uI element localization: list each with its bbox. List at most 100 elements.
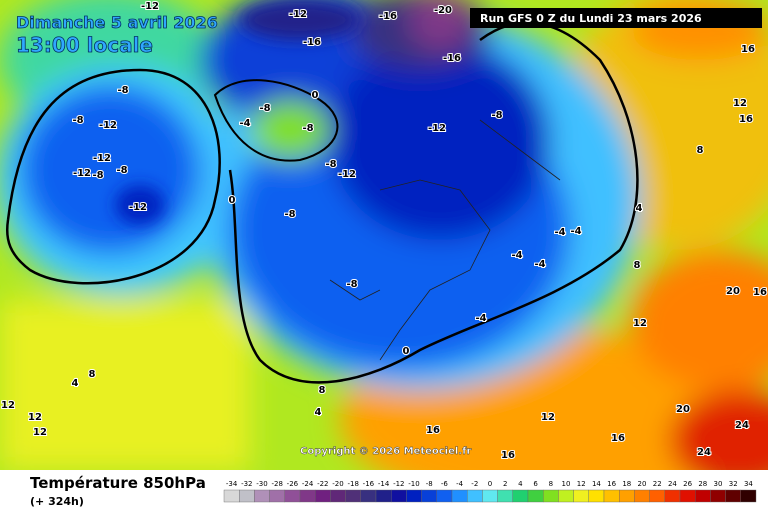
colorbar-swatch	[360, 489, 377, 503]
colorbar-tick-label: -22	[317, 480, 328, 488]
copyright: Copyright © 2026 Meteociel.fr	[300, 446, 471, 457]
colorbar-tick-label: -12	[393, 480, 404, 488]
colorbar-tick-label: 20	[638, 480, 647, 488]
colorbar-tick-label: -18	[347, 480, 358, 488]
contour-label: 12	[28, 412, 42, 423]
contour-label: 20	[726, 286, 740, 297]
contour-label: -12	[289, 9, 307, 20]
contour-label: 24	[735, 420, 749, 431]
contour-label: 12	[33, 427, 47, 438]
colorbar-tick-label: 26	[683, 480, 692, 488]
contour-label: -8	[72, 115, 83, 126]
contour-label: -4	[475, 313, 486, 324]
contour-label: 4	[72, 378, 79, 389]
legend-subtitle: (+ 324h)	[30, 495, 84, 508]
colorbar-tick-label: -24	[302, 480, 314, 488]
colorbar-swatch	[436, 489, 453, 503]
colorbar-swatch	[375, 489, 392, 503]
colorbar-tick-label: 28	[698, 480, 707, 488]
contour-label: -4	[511, 250, 522, 261]
colorbar-tick-label: -30	[256, 480, 267, 488]
contour-label: 12	[733, 98, 747, 109]
contour-label: -12	[428, 123, 446, 134]
colorbar-swatch	[421, 489, 438, 503]
contour-label: -8	[116, 165, 127, 176]
colorbar-tick-label: -6	[441, 480, 449, 488]
contour-label: 8	[634, 260, 641, 271]
colorbar-tick-label: -26	[287, 480, 299, 488]
contour-label: 0	[403, 346, 410, 357]
colorbar-tick-label: 18	[622, 480, 631, 488]
colorbar-swatch	[573, 489, 589, 503]
colorbar-swatch	[664, 489, 681, 503]
run-box	[470, 8, 762, 28]
colorbar-tick-label: 24	[668, 480, 677, 488]
colorbar-tick-label: 34	[744, 480, 753, 488]
contour-label: -20	[434, 5, 452, 16]
contour-label: 8	[319, 385, 326, 396]
colorbar-swatch	[527, 489, 544, 503]
coastline	[329, 119, 561, 361]
run-info: Run GFS 0 Z du Lundi 23 mars 2026	[480, 12, 702, 25]
contour-label: -8	[325, 159, 336, 170]
colorbar-swatch	[406, 489, 422, 503]
colorbar-tick-label: 4	[518, 480, 523, 488]
contour-label: 16	[426, 425, 440, 436]
colorbar-tick-label: -32	[241, 480, 252, 488]
zero-isotherm	[6, 68, 221, 285]
colorbar-swatch	[330, 489, 346, 503]
colorbar-swatch	[284, 489, 301, 503]
colorbar-swatch	[391, 489, 407, 503]
contour-label: 16	[501, 450, 515, 461]
contour-label: 12	[1, 400, 15, 411]
contour-label: -12	[73, 168, 91, 179]
colorbar-swatch	[619, 489, 635, 503]
contour-label: -12	[99, 120, 117, 131]
colorbar-swatch	[603, 489, 620, 503]
contour-label: -12	[141, 1, 159, 12]
colorbar: -34 -32 -30 -28 -26 -24 -22 -20 -18 -16 -14 -12 -10-…	[223, 480, 757, 503]
contour-label: 0	[312, 90, 319, 101]
colorbar-tick-label: 30	[714, 480, 723, 488]
contour-label: -4	[239, 118, 250, 129]
colorbar-swatch	[558, 489, 574, 503]
contour-label: -12	[93, 153, 111, 164]
contour-label: 20	[676, 404, 690, 415]
colorbar-swatch	[740, 489, 757, 503]
contour-label: -8	[284, 209, 295, 220]
zero-isotherm	[213, 79, 339, 162]
contour-label: -16	[379, 11, 397, 22]
colorbar-tick-label: 0	[488, 480, 492, 488]
contour-label: -8	[346, 279, 357, 290]
colorbar-tick-label: 6	[533, 480, 538, 488]
colorbar-swatch	[451, 489, 468, 503]
colorbar-swatch	[269, 489, 286, 503]
colorbar-swatch	[543, 489, 559, 503]
contour-label: -12	[129, 202, 147, 213]
contour-label: -8	[92, 170, 103, 181]
contour-label: 8	[89, 369, 96, 380]
colorbar-swatch	[238, 489, 255, 503]
colorbar-tick-label: 32	[729, 480, 738, 488]
contour-label: 16	[739, 114, 753, 125]
contour-label: -12	[338, 169, 356, 180]
colorbar-swatch	[299, 489, 316, 503]
colorbar-swatch	[649, 489, 665, 503]
contour-label: 24	[697, 447, 711, 458]
contour-label: -8	[117, 85, 128, 96]
contour-label: 4	[636, 203, 643, 214]
contour-label: -8	[491, 110, 502, 121]
colorbar-tick-label: 16	[607, 480, 616, 488]
colorbar-swatch	[634, 489, 650, 503]
colorbar-swatch	[679, 489, 696, 503]
contour-label: -4	[534, 259, 545, 270]
contour-label: 16	[741, 44, 755, 55]
contour-label: -4	[554, 227, 565, 238]
contour-labels: -12 -16 -20 -12 -16 -16 -8 -12 -8 -12 -1…	[0, 0, 768, 462]
colorbar-swatch	[695, 489, 711, 503]
colorbar-tick-label: -4	[456, 480, 464, 488]
colorbar-tick-label: -14	[378, 480, 390, 488]
